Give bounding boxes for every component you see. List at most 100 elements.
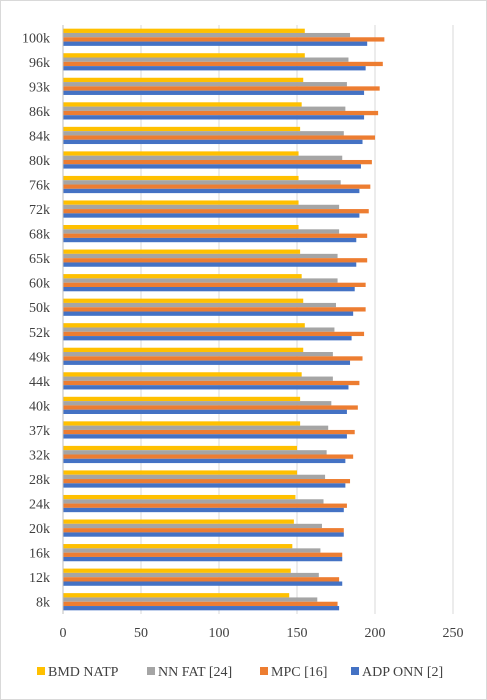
bar-nn-fat-24-60k: [63, 278, 338, 283]
bar-mpc-16-40k: [63, 405, 358, 410]
bar-mpc-16-37k: [63, 429, 355, 435]
bar-nn-fat-24-28k: [63, 474, 326, 480]
bar-bmd-natp-16k: [63, 544, 293, 549]
legend-label-mpc-16: MPC [16]: [271, 665, 327, 680]
bar-adp-onn-2-44k: [63, 385, 349, 390]
bar-bmd-natp-60k: [63, 274, 302, 279]
bar-adp-onn-2-76k: [63, 188, 360, 194]
bar-nn-fat-24-80k: [63, 155, 343, 160]
bar-adp-onn-2-16k: [63, 556, 343, 562]
bar-mpc-16-100k: [63, 37, 385, 42]
bar-adp-onn-2-93k: [63, 90, 365, 95]
bar-adp-onn-2-65k: [63, 262, 357, 267]
bar-adp-onn-2-24k: [63, 507, 344, 513]
bar-mpc-16-52k: [63, 331, 365, 337]
bar-adp-onn-2-20k: [63, 532, 344, 537]
bar-mpc-16-93k: [63, 86, 380, 91]
y-tick-label-65k: 65k: [29, 252, 50, 267]
bar-adp-onn-2-84k: [63, 139, 363, 145]
y-tick-label-32k: 32k: [29, 448, 50, 463]
bar-mpc-16-32k: [63, 454, 354, 459]
bar-adp-onn-2-80k: [63, 164, 361, 169]
bar-adp-onn-2-72k: [63, 213, 360, 218]
bar-bmd-natp-84k: [63, 126, 301, 132]
bar-nn-fat-24-32k: [63, 450, 327, 455]
bar-nn-fat-24-20k: [63, 523, 322, 529]
bar-nn-fat-24-100k: [63, 32, 351, 38]
bar-mpc-16-44k: [63, 380, 360, 386]
bar-mpc-16-28k: [63, 479, 351, 484]
y-tick-label-100k: 100k: [22, 31, 50, 46]
bar-nn-fat-24-44k: [63, 376, 333, 381]
y-tick-label-93k: 93k: [29, 80, 50, 95]
y-tick-label-16k: 16k: [29, 547, 50, 562]
bar-nn-fat-24-16k: [63, 548, 321, 553]
legend-swatch-bmd-natp: [37, 667, 45, 675]
bar-bmd-natp-32k: [63, 445, 297, 451]
bar-nn-fat-24-76k: [63, 180, 341, 185]
legend-label-bmd-natp: BMD NATP: [48, 665, 119, 680]
y-tick-label-24k: 24k: [29, 498, 50, 513]
bar-adp-onn-2-60k: [63, 286, 355, 292]
y-tick-label-50k: 50k: [29, 301, 50, 316]
bar-mpc-16-49k: [63, 356, 363, 361]
bar-bmd-natp-50k: [63, 298, 304, 303]
y-tick-label-49k: 49k: [29, 350, 50, 365]
y-tick-label-37k: 37k: [29, 424, 50, 439]
bar-nn-fat-24-50k: [63, 302, 336, 308]
bar-bmd-natp-40k: [63, 396, 301, 402]
bar-nn-fat-24-24k: [63, 499, 324, 504]
bar-nn-fat-24-65k: [63, 253, 338, 259]
y-tick-label-60k: 60k: [29, 277, 50, 292]
bar-mpc-16-20k: [63, 528, 344, 533]
bar-adp-onn-2-37k: [63, 434, 347, 439]
bar-bmd-natp-76k: [63, 175, 299, 181]
bar-bmd-natp-8k: [63, 593, 290, 598]
legend-swatch-adp-onn-2: [351, 667, 359, 675]
bar-bmd-natp-37k: [63, 421, 301, 426]
bar-bmd-natp-52k: [63, 323, 305, 328]
bar-nn-fat-24-8k: [63, 597, 318, 602]
bar-nn-fat-24-49k: [63, 352, 333, 357]
x-tick-label-150: 150: [287, 626, 308, 641]
bar-adp-onn-2-100k: [63, 41, 368, 46]
bar-mpc-16-68k: [63, 233, 368, 238]
bar-adp-onn-2-12k: [63, 581, 343, 586]
bar-adp-onn-2-28k: [63, 483, 346, 488]
bar-mpc-16-86k: [63, 110, 379, 116]
bar-nn-fat-24-12k: [63, 572, 319, 578]
y-tick-label-40k: 40k: [29, 399, 50, 414]
bar-mpc-16-50k: [63, 307, 366, 312]
y-tick-label-8k: 8k: [36, 596, 50, 611]
bar-bmd-natp-100k: [63, 28, 305, 33]
y-tick-label-68k: 68k: [29, 228, 50, 243]
bar-bmd-natp-12k: [63, 568, 291, 573]
bar-mpc-16-12k: [63, 577, 340, 582]
bar-bmd-natp-44k: [63, 372, 302, 377]
bar-adp-onn-2-68k: [63, 237, 357, 243]
x-tick-label-50: 50: [134, 626, 148, 641]
bar-mpc-16-16k: [63, 552, 343, 557]
y-tick-label-44k: 44k: [29, 375, 50, 390]
y-tick-label-52k: 52k: [29, 326, 50, 341]
bar-bmd-natp-20k: [63, 519, 294, 524]
bar-nn-fat-24-68k: [63, 229, 340, 234]
bar-adp-onn-2-86k: [63, 115, 365, 120]
bar-adp-onn-2-8k: [63, 606, 340, 611]
y-tick-label-28k: 28k: [29, 473, 50, 488]
bar-bmd-natp-49k: [63, 347, 304, 353]
y-tick-label-76k: 76k: [29, 179, 50, 194]
bar-nn-fat-24-93k: [63, 82, 347, 87]
bar-mpc-16-76k: [63, 184, 371, 189]
x-tick-label-100: 100: [209, 626, 230, 641]
bar-adp-onn-2-50k: [63, 311, 354, 316]
y-tick-label-96k: 96k: [29, 56, 50, 71]
bar-adp-onn-2-96k: [63, 66, 366, 71]
legend-swatch-mpc-16: [260, 667, 268, 675]
bar-mpc-16-60k: [63, 282, 366, 287]
bar-bmd-natp-93k: [63, 77, 304, 83]
bar-nn-fat-24-52k: [63, 327, 335, 332]
bar-mpc-16-80k: [63, 159, 372, 165]
bar-nn-fat-24-72k: [63, 204, 340, 210]
